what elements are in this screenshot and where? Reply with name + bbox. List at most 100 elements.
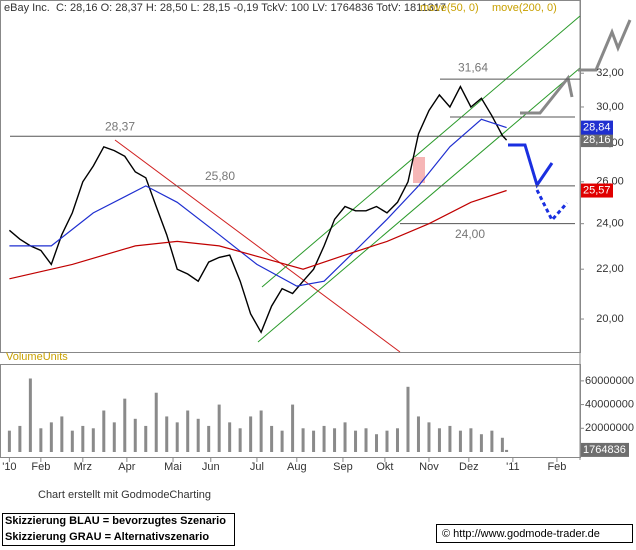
level-label: 25,80 bbox=[205, 169, 235, 183]
footer-credit: Chart erstellt mit GodmodeCharting bbox=[38, 489, 211, 501]
volume-bar bbox=[102, 410, 106, 452]
x-tick-label: Sep bbox=[333, 461, 353, 473]
downtrend-line bbox=[114, 139, 401, 353]
volume-bar bbox=[479, 434, 483, 452]
y-tick-label: 30,00 bbox=[596, 101, 624, 113]
volume-bar bbox=[364, 428, 368, 452]
volume-bar bbox=[280, 430, 284, 452]
x-tick-label: Okt bbox=[376, 461, 393, 473]
moving-average bbox=[9, 118, 507, 287]
x-tick-label: Dez bbox=[459, 461, 479, 473]
channel-line bbox=[300, 20, 580, 262]
volume-bar bbox=[448, 425, 452, 452]
volume-bar bbox=[196, 418, 200, 452]
volume-bar bbox=[505, 449, 509, 452]
volume-bar bbox=[165, 416, 169, 452]
price-line bbox=[8, 84, 508, 334]
last-volume-label: 1764836 bbox=[583, 444, 626, 456]
volume-bar bbox=[270, 425, 274, 452]
y-tick-label: 40000000 bbox=[585, 398, 634, 410]
volume-bar bbox=[238, 428, 242, 452]
x-tick-label: '11 bbox=[506, 461, 520, 473]
volume-bar bbox=[291, 404, 295, 452]
y-tick-label: 20000000 bbox=[585, 422, 634, 434]
volume-bar bbox=[437, 428, 441, 452]
volume-bar bbox=[186, 410, 190, 452]
channel-line bbox=[261, 15, 581, 288]
volume-bar bbox=[123, 398, 127, 452]
gray-scenario-upper bbox=[578, 19, 632, 72]
x-tick-label: Feb bbox=[547, 461, 566, 473]
volume-bar bbox=[175, 422, 179, 452]
volume-bar bbox=[500, 437, 504, 452]
volume-bar bbox=[154, 392, 158, 452]
last-value-box bbox=[581, 183, 613, 198]
volume-bar bbox=[217, 404, 221, 452]
y-tick-label: 32,00 bbox=[596, 67, 624, 79]
volume-bar bbox=[70, 430, 74, 452]
volume-bar bbox=[259, 410, 263, 452]
level-label: 31,64 bbox=[458, 60, 488, 74]
y-tick-label: 24,00 bbox=[596, 218, 624, 230]
last-value-box bbox=[581, 133, 613, 148]
volume-bar bbox=[18, 425, 22, 452]
blue-scenario bbox=[508, 143, 554, 189]
last-value-label: 28,84 bbox=[583, 122, 611, 134]
volume-panel bbox=[0, 364, 581, 458]
volume-bar bbox=[343, 422, 347, 452]
x-tick-label: '10 bbox=[2, 461, 16, 473]
gray-scenario bbox=[520, 74, 574, 115]
volume-bar bbox=[490, 430, 494, 452]
volume-label: VolumeUnits bbox=[6, 351, 68, 363]
x-tick-label: Mrz bbox=[74, 461, 92, 473]
y-tick-label: 20,00 bbox=[596, 313, 624, 325]
volume-bar bbox=[427, 422, 431, 452]
legend-box bbox=[2, 513, 235, 546]
volume-bar bbox=[39, 428, 43, 452]
y-tick-label: 22,00 bbox=[596, 263, 624, 275]
x-tick-label: Feb bbox=[31, 461, 50, 473]
volume-bar bbox=[395, 428, 399, 452]
volume-bar bbox=[7, 430, 11, 452]
x-tick-label: Nov bbox=[419, 461, 439, 473]
channel-line bbox=[257, 67, 581, 343]
last-value-label: 28,16 bbox=[583, 134, 611, 146]
volume-bar bbox=[301, 428, 305, 452]
volume-bar bbox=[416, 416, 420, 452]
drawings bbox=[114, 15, 632, 353]
volume-bar bbox=[249, 416, 253, 452]
volume-bar bbox=[385, 430, 389, 452]
volume-bar bbox=[469, 428, 473, 452]
volume-bar bbox=[312, 430, 316, 452]
x-tick-label: Jul bbox=[250, 461, 264, 473]
volume-bar bbox=[144, 425, 148, 452]
blue-scenario-alt bbox=[535, 189, 569, 223]
x-tick-label: Aug bbox=[287, 461, 307, 473]
volume-bar bbox=[133, 418, 137, 452]
last-value-box bbox=[581, 120, 613, 135]
legend-ma50: move(50, 0) bbox=[420, 2, 479, 14]
last-volume-box bbox=[581, 442, 629, 457]
volume-bar bbox=[406, 386, 410, 452]
x-tick-label: Apr bbox=[118, 461, 135, 473]
volume-bar bbox=[112, 422, 116, 452]
legend-blue: Skizzierung BLAU = bevorzugtes Szenario bbox=[5, 515, 226, 527]
x-tick-label: Jun bbox=[202, 461, 220, 473]
copyright[interactable]: © http://www.godmode-trader.de bbox=[442, 528, 600, 540]
volume-bar bbox=[458, 430, 462, 452]
volume-bar bbox=[91, 428, 95, 452]
moving-average bbox=[9, 189, 507, 280]
legend-gray: Skizzierung GRAU = Alternativszenario bbox=[5, 531, 209, 543]
level-label: 24,00 bbox=[455, 227, 485, 241]
last-value-label: 25,57 bbox=[583, 184, 611, 196]
volume-bar bbox=[354, 430, 358, 452]
volume-bar bbox=[333, 428, 337, 452]
volume-bar bbox=[49, 422, 53, 452]
copyright-box bbox=[436, 524, 633, 543]
gap-zone bbox=[413, 157, 425, 183]
volume-bar bbox=[60, 416, 64, 452]
price-panel bbox=[0, 0, 581, 353]
volume-bar bbox=[228, 422, 232, 452]
y-tick-label: 60000000 bbox=[585, 375, 634, 387]
